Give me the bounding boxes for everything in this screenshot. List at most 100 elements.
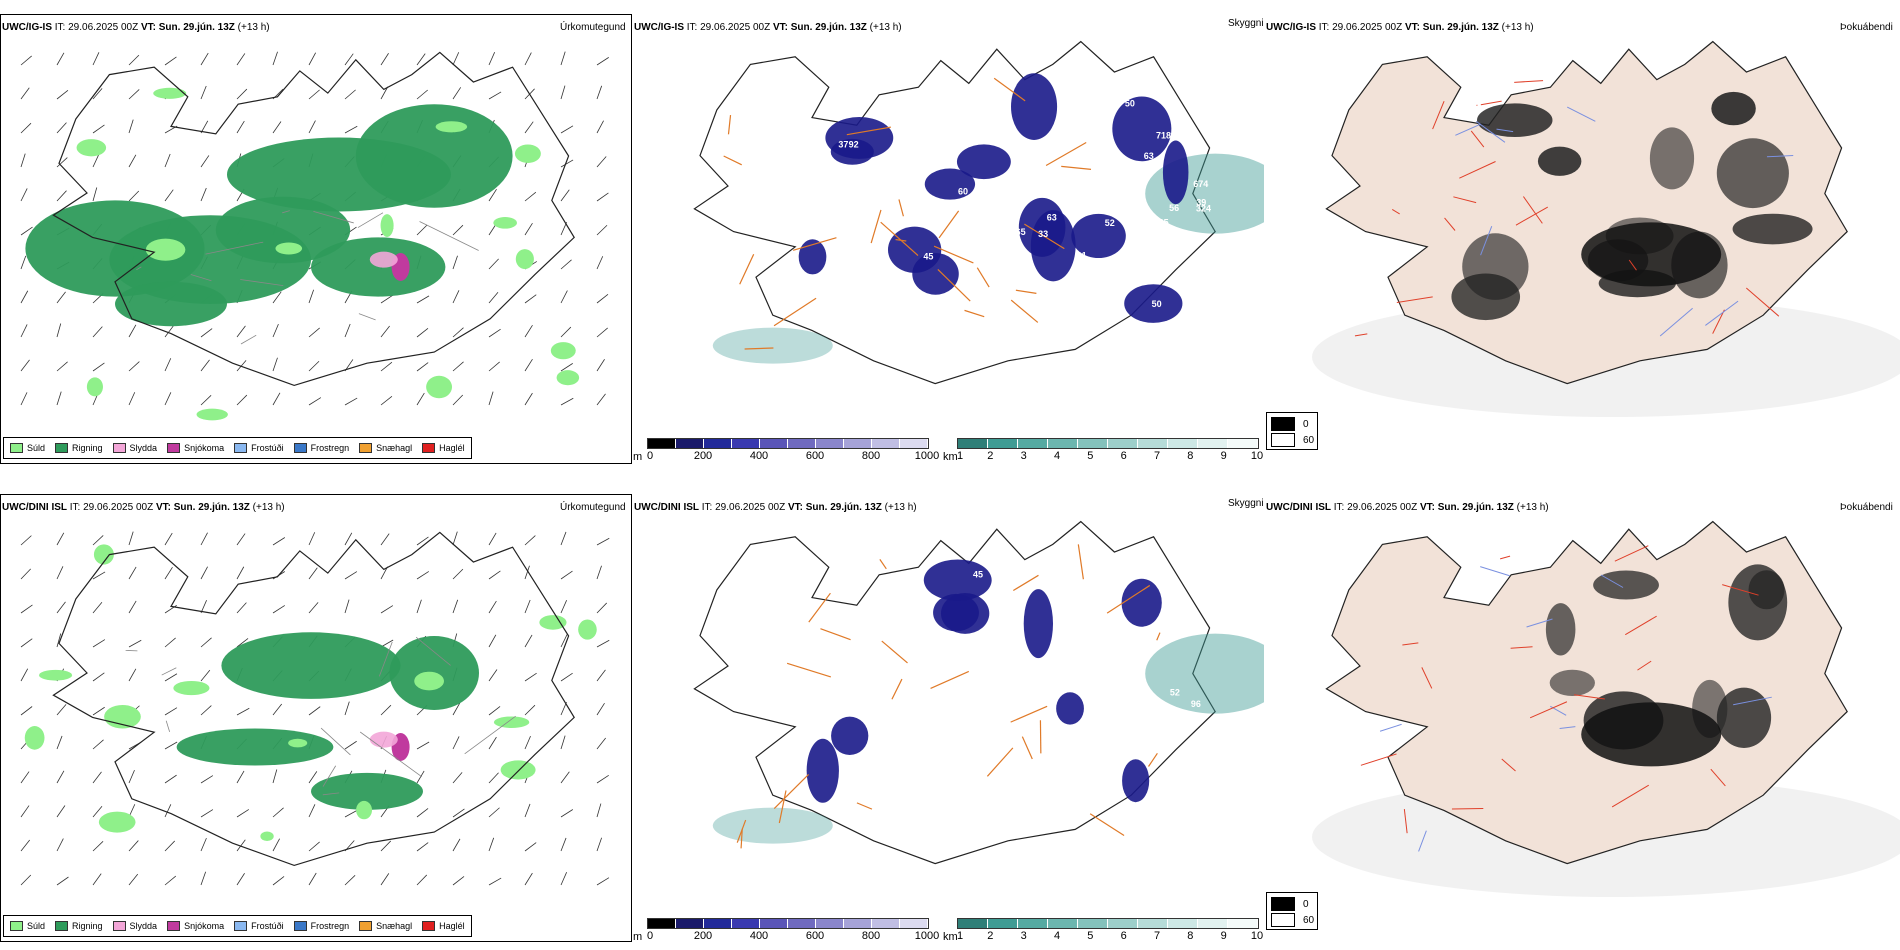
wind-barb	[92, 187, 98, 202]
wind-barb	[92, 840, 104, 852]
precip-legend-item: Frostúði	[234, 921, 284, 931]
wind-barb	[596, 294, 609, 304]
visibility-panel-row2: 84 63 69 94 96 46 44 70 52 54 50 38 97 67 68 15 39 45 52 33…	[632, 494, 1264, 942]
fog-legend-row2: 0 60	[1266, 892, 1318, 930]
colorbar-tick: 1	[957, 450, 964, 462]
wind-barb	[308, 397, 322, 406]
wind-barb	[56, 704, 67, 716]
wind-barb	[416, 53, 426, 66]
colorbar-segment	[1048, 439, 1078, 448]
wind-barb	[200, 566, 208, 580]
wind-barb	[128, 566, 137, 580]
wind-barb	[200, 155, 210, 168]
precip-legend-item: Súld	[10, 443, 45, 453]
road-line	[1089, 813, 1125, 836]
drizzle-area	[550, 342, 576, 360]
road-line	[1637, 660, 1652, 671]
fog-legend-light-swatch	[1271, 913, 1295, 927]
road-line	[1432, 101, 1445, 130]
road-line	[136, 266, 142, 271]
wind-barb	[452, 361, 464, 372]
road-line	[125, 649, 138, 652]
road-line	[419, 221, 479, 251]
drizzle-area	[260, 831, 274, 841]
wind-barb	[524, 121, 534, 134]
wind-barb	[20, 359, 30, 372]
wind-barb	[308, 771, 318, 784]
drizzle-area	[493, 716, 530, 728]
legend-swatch	[234, 921, 248, 931]
road-line	[1529, 701, 1568, 719]
road-line	[856, 802, 873, 810]
fog-area	[1476, 103, 1553, 137]
road-line	[1010, 299, 1039, 323]
sleet-area	[369, 251, 398, 268]
road-line	[313, 210, 354, 224]
wind-barb	[128, 668, 137, 682]
colorbar-segment	[844, 919, 872, 928]
cloudbase-label: 39	[1045, 756, 1055, 766]
wind-barb	[344, 740, 357, 750]
wind-barb	[380, 605, 394, 614]
precip-legend-item: Rigning	[55, 921, 103, 931]
fog-area	[1732, 213, 1813, 245]
wind-barb	[200, 600, 207, 614]
fog-legend-dark-swatch	[1271, 417, 1295, 431]
colorbar-strip	[647, 438, 929, 449]
colorbar-tick: 6	[1120, 450, 1127, 462]
precip-map-row1	[20, 51, 609, 421]
wind-barb	[236, 360, 247, 372]
low-cloudbase-area	[1023, 589, 1054, 659]
road-line	[1745, 287, 1780, 317]
road-line	[1396, 296, 1433, 303]
cloudbase-label: 50	[1152, 299, 1162, 309]
cloudbase-label: 70	[1006, 655, 1016, 665]
legend-swatch	[55, 921, 69, 931]
drizzle-area	[515, 249, 534, 270]
fog-panel-label-row1: Þokuábendi	[1840, 22, 1893, 33]
road-line	[930, 670, 970, 690]
wind-barb	[56, 633, 62, 648]
colorbar-segment	[988, 919, 1018, 928]
wind-barb	[272, 291, 282, 304]
cloudbase-label: 84	[909, 639, 919, 649]
wind-barb	[20, 805, 30, 818]
wind-barb	[200, 395, 212, 406]
wind-barb	[488, 736, 497, 750]
wind-barb	[308, 327, 320, 338]
legend-swatch	[422, 443, 436, 453]
wind-barb	[236, 88, 248, 100]
wind-barb	[164, 358, 172, 372]
cloudbase-colorbar-row2: m 0 200 400 600 800 1000	[633, 916, 939, 946]
low-cloudbase-area	[1121, 578, 1162, 627]
visibility-panel-label-row1: Skyggni	[1228, 18, 1264, 29]
road-line	[1354, 333, 1368, 337]
wind-barb	[200, 532, 208, 546]
cloudbase-label: 68	[1058, 319, 1068, 329]
wind-barb	[488, 570, 501, 580]
colorbar-segment	[760, 439, 788, 448]
colorbar-tick: 10	[1250, 930, 1264, 942]
cloudbase-label: 58	[971, 248, 981, 258]
legend-label: Frostúði	[251, 921, 284, 931]
wind-barb	[560, 363, 573, 372]
wind-barb	[164, 532, 173, 546]
colorbar-tick: 5	[1087, 930, 1094, 942]
cloudbase-label: 64	[851, 92, 861, 102]
colorbar-tick: 5	[1087, 450, 1094, 462]
wind-barb	[452, 772, 463, 784]
wind-barb	[92, 362, 105, 372]
road-line	[846, 126, 891, 136]
cloudbase-label: 56	[885, 200, 895, 210]
wind-barb	[524, 599, 531, 614]
road-line	[320, 727, 351, 756]
river-line	[1733, 696, 1772, 706]
colorbar-tick: 8	[1187, 450, 1194, 462]
cloudbase-label: 94	[879, 626, 889, 636]
rain-area	[311, 772, 423, 810]
wind-barb	[20, 392, 28, 406]
wind-barb	[56, 122, 67, 134]
legend-swatch	[55, 443, 69, 453]
cloudbase-label: 52	[1105, 218, 1115, 228]
wind-barb	[560, 125, 574, 134]
